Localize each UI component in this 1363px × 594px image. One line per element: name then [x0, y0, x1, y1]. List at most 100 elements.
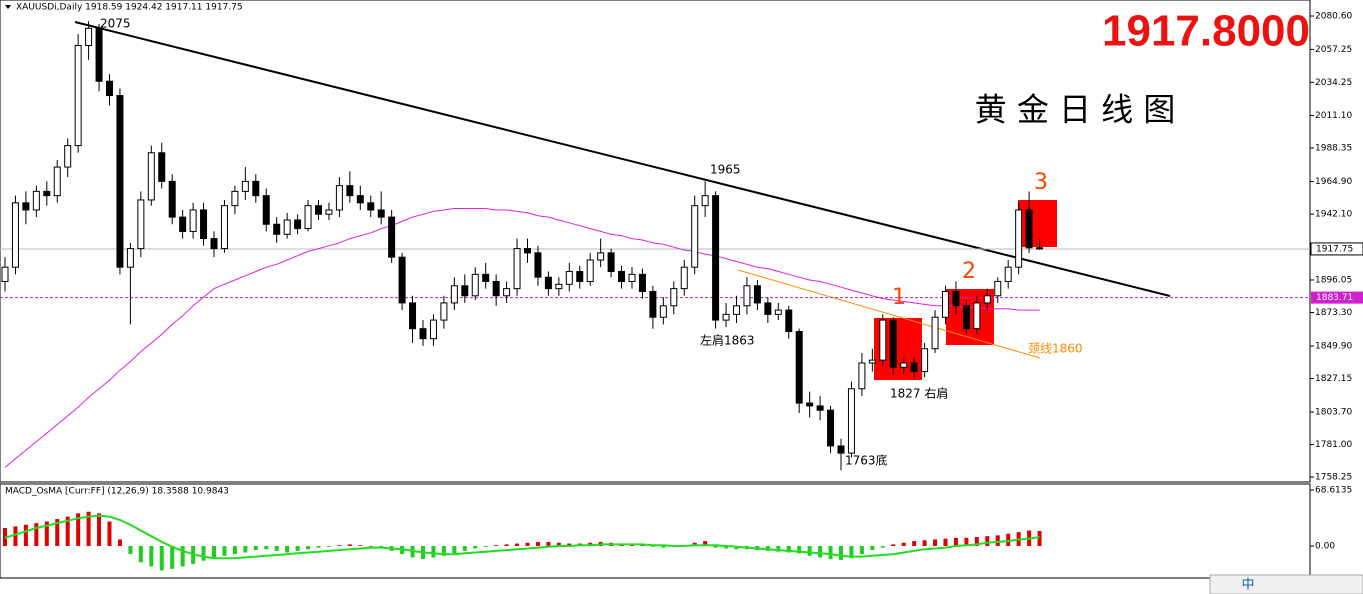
candle-body [440, 302, 448, 321]
annotation: 颈线1860 [1028, 342, 1083, 356]
alert-label-box [1311, 291, 1363, 304]
candle-body [356, 195, 364, 204]
toolbar-lang[interactable]: 中 [1241, 578, 1254, 593]
candle-body [252, 180, 260, 197]
macd-bar [243, 546, 248, 553]
candle-body [116, 95, 124, 268]
macd-bar [828, 546, 833, 560]
macd-bar [891, 544, 896, 547]
annotation: 1 [892, 285, 906, 310]
candle-body [388, 216, 396, 258]
candle-body [628, 273, 636, 282]
candle-body [513, 248, 521, 290]
macd-bar [974, 537, 979, 547]
candle-body [638, 273, 646, 292]
macd-bar [347, 544, 352, 547]
candle-body [837, 445, 845, 454]
macd-bar [232, 546, 237, 555]
macd-label: MACD_OsMA [Curr:FF] (12,26,9) 18.3588 10… [5, 487, 229, 497]
macd-bar [901, 542, 906, 547]
macd-bar [86, 511, 91, 547]
candle-body [85, 27, 93, 46]
macd-bar [138, 546, 143, 563]
candle-body [670, 288, 678, 307]
candle-body [179, 216, 187, 232]
candle-body [503, 288, 511, 297]
macd-bar [849, 546, 854, 559]
macd-bar [34, 523, 39, 547]
macd-bar [253, 546, 258, 551]
y-tick-label: 1827.15 [1315, 374, 1352, 384]
candle-body [377, 209, 385, 218]
macd-bar [985, 536, 990, 547]
macd-bar [494, 545, 499, 547]
y-tick-label: 68.6135 [1315, 485, 1352, 495]
candle-body [931, 316, 939, 350]
macd-bar [953, 537, 958, 547]
macd-bar [504, 544, 509, 547]
candle-body [346, 185, 354, 197]
price-label: 1917.75 [1316, 244, 1353, 254]
toolbar[interactable] [1209, 574, 1363, 594]
candle-body [555, 283, 563, 290]
candle-body [597, 252, 605, 261]
candle-body [137, 199, 145, 250]
macd-bar [922, 540, 927, 547]
annotation: 3 [1034, 170, 1048, 195]
macd-bar [515, 543, 520, 547]
candle-body [795, 331, 803, 404]
candle-body [994, 280, 1002, 297]
signal-line [4, 514, 1040, 560]
candle-body [785, 309, 793, 333]
candle-body [482, 273, 490, 282]
macd-bar [170, 546, 175, 569]
macd-bar [650, 546, 655, 547]
y-tick-label: 1896.05 [1315, 275, 1352, 285]
y-tick-label: 2011.10 [1315, 111, 1352, 121]
y-tick-label: 2080.60 [1315, 12, 1352, 22]
candle-body [722, 313, 730, 321]
y-tick-label: 2057.25 [1315, 45, 1352, 55]
macd-bar [880, 546, 885, 548]
macd-bar [368, 546, 373, 547]
candle-body [701, 195, 709, 207]
macd-bar [264, 546, 269, 550]
candle-body [158, 152, 166, 182]
candle-body [106, 80, 113, 97]
macd-bar [55, 519, 60, 547]
candle-body [962, 305, 970, 330]
candle-body [220, 205, 228, 250]
macd-bar [818, 546, 823, 558]
candle-body [398, 256, 406, 304]
candle-body [868, 359, 876, 364]
macd-bar [285, 546, 290, 553]
macd-bar [180, 546, 185, 567]
candle-body [168, 180, 176, 218]
annotation: 2 [962, 259, 976, 284]
macd-bar [995, 535, 1000, 547]
macd-bar [839, 546, 843, 560]
candle-body [1036, 247, 1044, 250]
macd-bar [713, 546, 718, 548]
chart-title: 黄 金 日 线 图 [975, 91, 1176, 129]
macd-bar [358, 545, 363, 547]
macd-bar [128, 546, 133, 555]
candle-body [544, 276, 552, 290]
trend-line [74, 21, 1171, 297]
candle-body [607, 252, 615, 272]
candle-body [450, 285, 458, 304]
annotation: 2075 [100, 17, 131, 31]
candle-body [429, 319, 437, 340]
candle-body [910, 362, 918, 373]
candle-body [1004, 266, 1012, 282]
candle-body [367, 202, 375, 211]
y-tick-label: 1781.00 [1315, 440, 1352, 450]
candle-body [189, 209, 197, 232]
macd-bar [274, 546, 279, 551]
annotation: 1965 [710, 163, 741, 177]
macd-bar [44, 521, 49, 547]
candle-body [921, 348, 929, 373]
macd-bar [295, 546, 300, 551]
